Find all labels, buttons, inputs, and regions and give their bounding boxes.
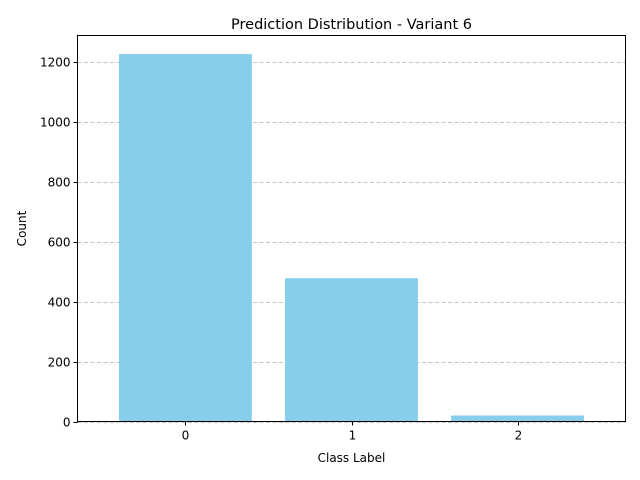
x-axis-ticks: 0 1 2 xyxy=(182,421,523,443)
y-tick-label: 400 xyxy=(48,296,71,310)
y-axis-label: Count xyxy=(15,210,29,246)
x-tick-label: 2 xyxy=(515,429,523,443)
plot-frame xyxy=(77,35,626,422)
y-tick-label: 0 xyxy=(63,416,71,430)
y-axis-ticks: 0 200 400 600 800 1000 1200 xyxy=(40,56,78,430)
chart-title: Prediction Distribution - Variant 6 xyxy=(231,17,472,33)
y-tick-label: 800 xyxy=(48,176,71,190)
bar xyxy=(451,415,584,422)
x-tick-label: 0 xyxy=(182,429,190,443)
bar xyxy=(285,278,418,422)
x-tick-label: 1 xyxy=(349,429,357,443)
y-tick-label: 1000 xyxy=(40,116,71,130)
x-axis-label: Class Label xyxy=(318,451,386,465)
y-tick-label: 200 xyxy=(48,356,71,370)
y-tick-label: 1200 xyxy=(40,56,71,70)
bars xyxy=(119,54,584,422)
y-tick-label: 600 xyxy=(48,236,71,250)
bar xyxy=(119,54,252,422)
